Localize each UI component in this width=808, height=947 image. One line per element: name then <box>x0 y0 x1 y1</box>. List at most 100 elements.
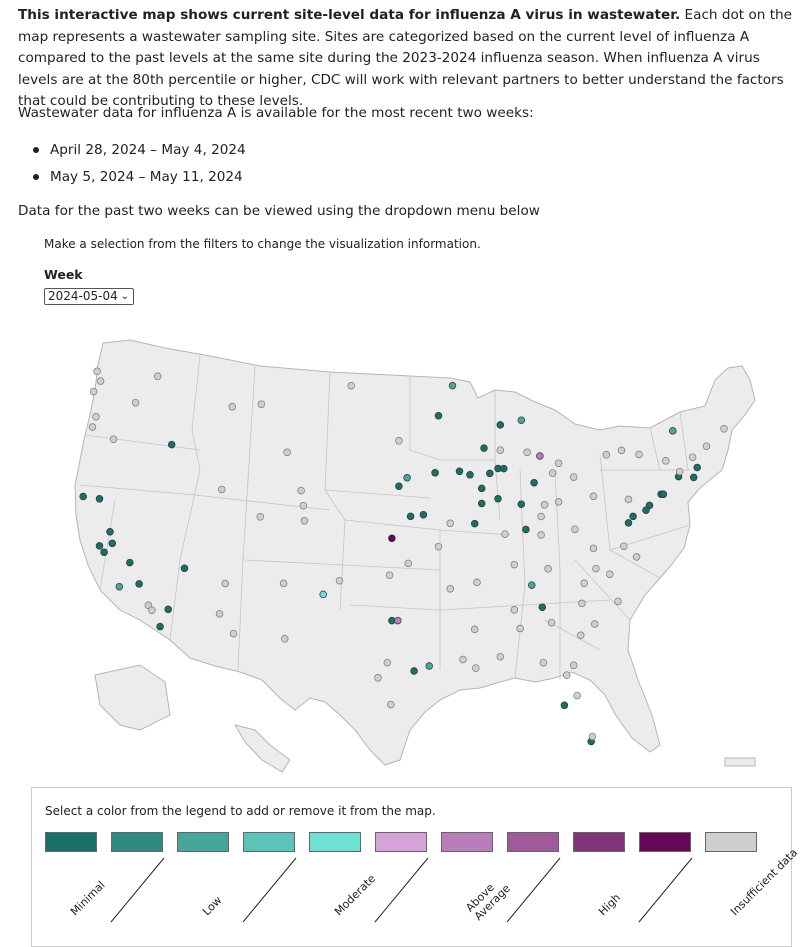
site-dot[interactable] <box>404 559 413 568</box>
site-dot[interactable] <box>431 469 439 477</box>
site-dot[interactable] <box>528 581 536 589</box>
site-dot[interactable] <box>446 519 454 528</box>
site-dot[interactable] <box>215 610 224 618</box>
site-dot[interactable] <box>477 499 486 508</box>
site-dot[interactable] <box>494 494 502 503</box>
site-dot[interactable] <box>517 416 526 424</box>
site-dot[interactable] <box>544 565 552 573</box>
site-dot[interactable] <box>403 474 411 482</box>
site-dot[interactable] <box>624 519 633 527</box>
site-dot[interactable] <box>229 629 238 638</box>
site-dot[interactable] <box>228 403 237 411</box>
site-dot[interactable] <box>486 469 494 478</box>
site-dot[interactable] <box>588 732 597 741</box>
site-dot[interactable] <box>279 579 288 588</box>
site-dot[interactable] <box>510 560 519 569</box>
legend-swatch[interactable] <box>375 832 427 852</box>
site-dot[interactable] <box>221 579 230 588</box>
site-dot[interactable] <box>283 448 291 457</box>
site-dot[interactable] <box>167 440 176 449</box>
site-dot[interactable] <box>470 625 479 634</box>
site-dot[interactable] <box>299 501 308 510</box>
site-dot[interactable] <box>662 457 670 465</box>
site-dot[interactable] <box>580 579 588 588</box>
site-dot[interactable] <box>96 377 105 385</box>
site-dot[interactable] <box>257 400 266 408</box>
site-dot[interactable] <box>523 448 531 457</box>
site-dot[interactable] <box>387 700 395 709</box>
site-dot[interactable] <box>592 564 600 573</box>
site-dot[interactable] <box>496 446 505 454</box>
site-dot[interactable] <box>406 512 415 521</box>
site-dot[interactable] <box>562 671 571 679</box>
site-dot[interactable] <box>688 453 697 461</box>
site-dot[interactable] <box>659 490 668 499</box>
legend-swatch[interactable] <box>111 832 163 852</box>
site-dot[interactable] <box>614 597 622 606</box>
site-dot[interactable] <box>459 655 467 664</box>
site-dot[interactable] <box>606 570 614 578</box>
site-dot[interactable] <box>300 517 309 525</box>
site-dot[interactable] <box>374 674 382 682</box>
site-dot[interactable] <box>95 542 104 550</box>
site-dot[interactable] <box>547 618 556 627</box>
site-dot[interactable] <box>383 658 392 667</box>
site-dot[interactable] <box>448 381 457 390</box>
site-dot[interactable] <box>516 624 524 633</box>
site-dot[interactable] <box>693 463 701 472</box>
site-dot[interactable] <box>635 450 643 459</box>
site-dot[interactable] <box>335 576 344 585</box>
site-dot[interactable] <box>669 427 677 435</box>
site-dot[interactable] <box>256 513 265 521</box>
site-dot[interactable] <box>560 701 569 710</box>
site-dot[interactable] <box>88 423 97 431</box>
site-dot[interactable] <box>617 446 626 455</box>
site-dot[interactable] <box>218 485 226 494</box>
site-dot[interactable] <box>388 534 396 543</box>
site-dot[interactable] <box>93 367 101 376</box>
site-dot[interactable] <box>164 605 172 614</box>
site-dot[interactable] <box>395 482 403 490</box>
legend-swatch[interactable] <box>639 832 691 852</box>
site-dot[interactable] <box>602 451 611 459</box>
legend-swatch[interactable] <box>309 832 361 852</box>
site-dot[interactable] <box>530 478 538 487</box>
site-dot[interactable] <box>109 435 118 443</box>
site-dot[interactable] <box>434 411 443 420</box>
site-dot[interactable] <box>100 548 108 557</box>
site-dot[interactable] <box>590 620 599 628</box>
site-dot[interactable] <box>589 492 598 501</box>
site-dot[interactable] <box>455 467 464 476</box>
site-dot[interactable] <box>642 506 650 514</box>
site-dot[interactable] <box>501 530 509 538</box>
site-dot[interactable] <box>466 471 474 479</box>
site-dot[interactable] <box>135 580 143 588</box>
site-dot[interactable] <box>554 498 563 506</box>
site-dot[interactable] <box>79 492 87 501</box>
site-dot[interactable] <box>106 528 114 536</box>
site-dot[interactable] <box>538 603 547 611</box>
site-dot[interactable] <box>92 412 100 421</box>
site-dot[interactable] <box>620 542 628 550</box>
site-dot[interactable] <box>571 525 579 533</box>
site-dot[interactable] <box>500 464 508 473</box>
site-dot[interactable] <box>632 553 641 561</box>
site-dot[interactable] <box>425 662 433 670</box>
site-dot[interactable] <box>419 510 428 519</box>
site-dot[interactable] <box>522 525 530 534</box>
site-dot[interactable] <box>554 459 563 467</box>
site-dot[interactable] <box>702 442 711 450</box>
site-dot[interactable] <box>472 664 480 672</box>
site-dot[interactable] <box>280 635 289 643</box>
legend-swatch[interactable] <box>441 832 493 852</box>
site-dot[interactable] <box>446 585 454 593</box>
site-dot[interactable] <box>496 652 505 661</box>
site-dot[interactable] <box>496 421 505 429</box>
site-dot[interactable] <box>115 582 124 591</box>
legend-swatch[interactable] <box>705 832 757 852</box>
site-dot[interactable] <box>573 691 581 700</box>
week-select[interactable]: 2024-05-04 ⌄ <box>44 288 134 305</box>
site-dot[interactable] <box>156 622 164 631</box>
site-dot[interactable] <box>480 444 488 452</box>
site-dot[interactable] <box>537 512 545 521</box>
